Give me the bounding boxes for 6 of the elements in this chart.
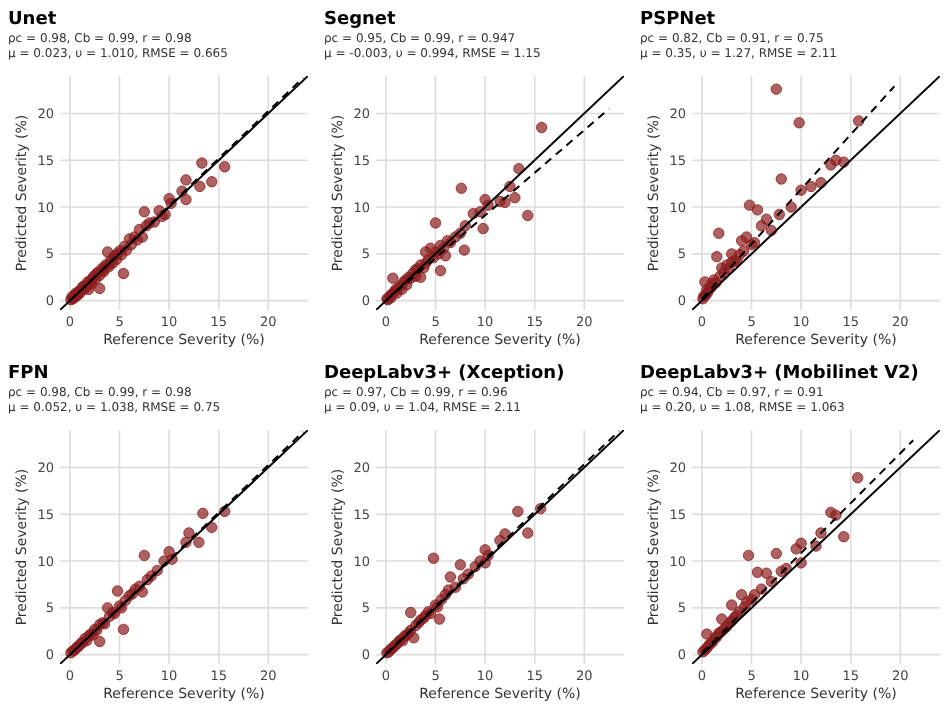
- chart-title: FPN: [8, 364, 49, 384]
- chart-title: Unet: [8, 10, 58, 30]
- chart-title: DeepLabv3+ (Mobilinet V2): [640, 364, 919, 384]
- chart-title: DeepLabv3+ (Xception): [324, 364, 565, 384]
- chart-title: PSPNet: [640, 10, 717, 30]
- chart-title: Segnet: [324, 10, 398, 30]
